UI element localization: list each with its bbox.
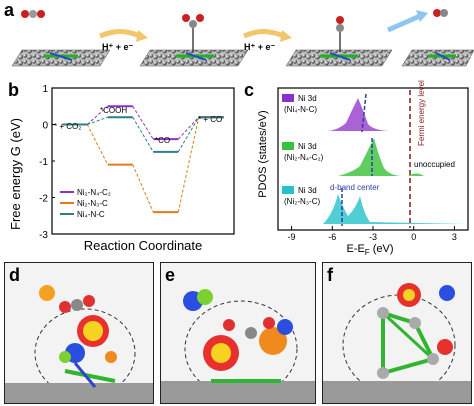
- y-tick-label: -2: [39, 194, 48, 205]
- connector-line: [86, 124, 109, 165]
- unoccupied-label: unoccupied: [414, 160, 455, 169]
- x-tick-label: -6: [328, 232, 336, 242]
- annotation-cooh: *COOH: [100, 106, 127, 115]
- y-tick-label: -1: [39, 157, 48, 168]
- legend-label: Ni₂-N₄-C₂: [77, 188, 111, 197]
- graphene-sheet-2: [139, 49, 249, 67]
- panel-c-letter: c: [244, 80, 255, 100]
- y-axis-label: Free energy G (eV): [8, 118, 23, 230]
- panel-b-chart: Free energy G (eV) 1 0 -1 -2 -3 * + CO₂ *COO…: [8, 84, 235, 253]
- legend-title-2: Ni 3d: [298, 142, 317, 151]
- step-label-1: H⁺ + e⁻: [102, 42, 134, 52]
- x-tick-label: 0: [411, 232, 416, 242]
- y-ticks: 1 0 -1 -2 -3: [39, 84, 55, 241]
- connector-line: [177, 116, 200, 140]
- x-tick-label: 3: [452, 232, 457, 242]
- pdos-curve-ni2n4c2: [296, 138, 466, 176]
- connector-line: [177, 117, 200, 213]
- x-tick-label: -9: [288, 232, 296, 242]
- panel-d-letter: d: [9, 265, 20, 285]
- panel-e-charge-density: [161, 289, 315, 403]
- panel-f-frame: f: [322, 262, 472, 404]
- dband-label: d-band center: [330, 183, 380, 192]
- panel-a-scheme: H⁺ + e⁻ H⁺ + e⁻: [11, 9, 474, 67]
- panel-d-charge-density: [5, 285, 153, 403]
- connector-line: [86, 105, 109, 125]
- connector-line: [87, 116, 108, 125]
- fermi-label: Fermi energy level: [417, 80, 426, 146]
- annotation-end: * + CO: [198, 115, 222, 124]
- panel-e-letter: e: [165, 265, 176, 285]
- connector-line: [132, 116, 154, 153]
- panel-d-frame: d: [4, 262, 154, 404]
- graphene-sheet-3: [285, 49, 393, 67]
- pdos-curve-ni4: [296, 98, 466, 131]
- y-tick-label: 1: [42, 84, 48, 95]
- panel-c-pdos: PDOS (states/eV) Fermi energy level unoc…: [257, 80, 469, 257]
- connector-line: [177, 116, 200, 153]
- connector-line: [132, 105, 154, 140]
- panel-f-letter: f: [327, 265, 333, 285]
- annotation-co: *CO: [155, 136, 170, 145]
- graphene-sheet-1: [11, 49, 111, 67]
- panel-a-letter: a: [4, 0, 15, 20]
- y-tick-label: 0: [42, 121, 48, 132]
- legend-system-3: (Ni₂-N₃-C): [284, 197, 320, 206]
- step-label-2: H⁺ + e⁻: [244, 42, 276, 52]
- y-axis-label: PDOS (states/eV): [257, 110, 269, 197]
- y-tick-label: -3: [39, 230, 48, 241]
- panel-b-letter: b: [8, 80, 19, 100]
- legend-system-1: (Ni₄-N-C): [284, 105, 317, 114]
- legend-title-1: Ni 3d: [298, 94, 317, 103]
- graphene-sheet-4: [401, 49, 474, 67]
- legend-label: Ni₂-N₃-C: [77, 199, 108, 208]
- x-axis-label: E-EF (eV): [346, 243, 393, 257]
- co2-molecule-icon: [21, 10, 29, 18]
- legend-system-2: (Ni₂-N₄-C₂): [284, 153, 324, 162]
- energy-levels: [62, 105, 224, 214]
- arrow-icon: [99, 29, 141, 39]
- panel-e-frame: e: [160, 262, 316, 404]
- x-axis-label: Reaction Coordinate: [84, 238, 203, 253]
- legend-label: Ni₄-N-C: [77, 210, 105, 219]
- x-tick-label: -3: [369, 232, 377, 242]
- legend-title-3: Ni 3d: [298, 186, 317, 195]
- arrow-icon: [243, 29, 285, 39]
- panel-f-charge-density: [323, 283, 471, 403]
- co-molecule-icon: [433, 9, 441, 17]
- annotation-start: * + CO₂: [54, 122, 81, 131]
- legend: Ni₂-N₄-C₂ Ni₂-N₃-C Ni₄-N-C: [60, 188, 111, 219]
- x-ticks: -9 -6 -3 0 3: [288, 226, 457, 242]
- pdos-curve-ni2n3c: [296, 194, 466, 224]
- arrow-icon: [386, 13, 422, 33]
- connector-line: [132, 164, 154, 213]
